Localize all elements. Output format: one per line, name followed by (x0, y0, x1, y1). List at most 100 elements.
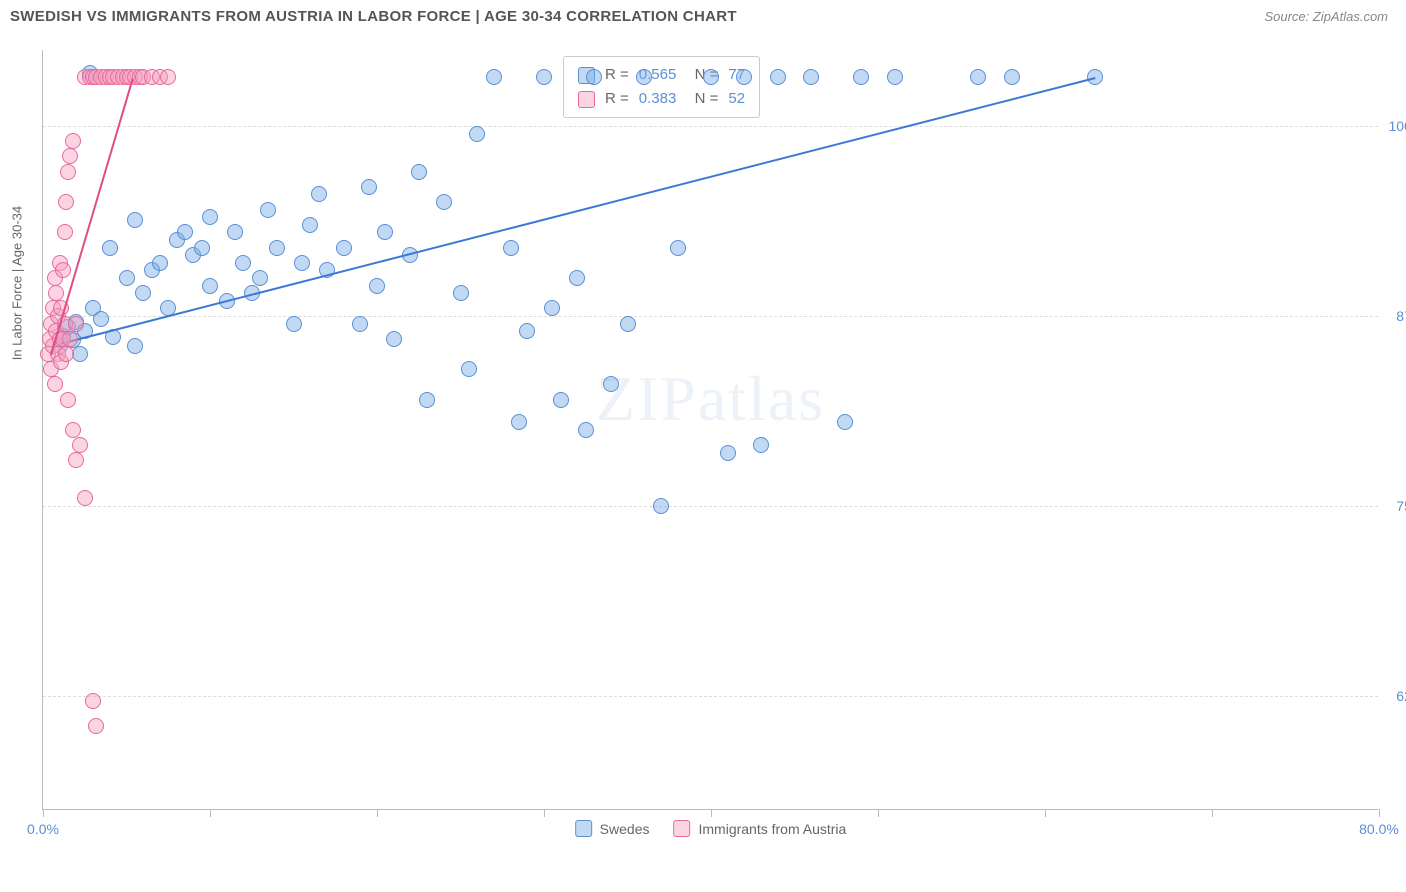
scatter-point (127, 338, 143, 354)
x-tick-label: 80.0% (1359, 821, 1399, 837)
x-tick (878, 809, 879, 817)
x-tick (711, 809, 712, 817)
scatter-point (88, 718, 104, 734)
scatter-point (77, 490, 93, 506)
scatter-point (119, 270, 135, 286)
scatter-point (55, 262, 71, 278)
scatter-point (770, 69, 786, 85)
scatter-point (411, 164, 427, 180)
scatter-point (578, 422, 594, 438)
scatter-point (536, 69, 552, 85)
scatter-point (65, 133, 81, 149)
scatter-point (336, 240, 352, 256)
scatter-point (419, 392, 435, 408)
scatter-point (369, 278, 385, 294)
scatter-point (286, 316, 302, 332)
n-label: N = (686, 87, 718, 111)
scatter-point (302, 217, 318, 233)
scatter-point (58, 194, 74, 210)
scatter-point (93, 311, 109, 327)
scatter-point (736, 69, 752, 85)
scatter-point (102, 240, 118, 256)
scatter-point (377, 224, 393, 240)
scatter-point (260, 202, 276, 218)
scatter-point (837, 414, 853, 430)
scatter-point (636, 69, 652, 85)
legend-row-swedes: R = 0.565 N = 77 (578, 63, 745, 87)
scatter-point (127, 212, 143, 228)
scatter-point (160, 69, 176, 85)
series-legend: Swedes Immigrants from Austria (575, 820, 847, 837)
x-tick (43, 809, 44, 817)
scatter-point (603, 376, 619, 392)
scatter-point (386, 331, 402, 347)
scatter-point (85, 693, 101, 709)
scatter-point (68, 452, 84, 468)
scatter-point (57, 224, 73, 240)
scatter-point (194, 240, 210, 256)
scatter-point (62, 331, 78, 347)
scatter-point (720, 445, 736, 461)
scatter-point (72, 437, 88, 453)
correlation-legend: R = 0.565 N = 77 R = 0.383 N = 52 (563, 56, 760, 118)
y-axis-label: In Labor Force | Age 30-34 (10, 205, 25, 359)
x-tick (210, 809, 211, 817)
scatter-point (294, 255, 310, 271)
r-label: R = (605, 63, 629, 87)
scatter-point (361, 179, 377, 195)
legend-swatch-blue (575, 820, 592, 837)
scatter-point (68, 316, 84, 332)
scatter-point (553, 392, 569, 408)
scatter-point (269, 240, 285, 256)
scatter-point (152, 255, 168, 271)
watermark: ZIPatlas (596, 362, 825, 436)
legend-swatch-pink (673, 820, 690, 837)
scatter-point (653, 498, 669, 514)
scatter-point (65, 422, 81, 438)
scatter-point (60, 392, 76, 408)
scatter-point (670, 240, 686, 256)
scatter-point (620, 316, 636, 332)
scatter-point (60, 164, 76, 180)
scatter-point (486, 69, 502, 85)
scatter-point (135, 285, 151, 301)
scatter-point (235, 255, 251, 271)
scatter-point (544, 300, 560, 316)
scatter-point (352, 316, 368, 332)
x-tick (544, 809, 545, 817)
r-label: R = (605, 87, 629, 111)
x-tick (1045, 809, 1046, 817)
scatter-point (453, 285, 469, 301)
scatter-point (436, 194, 452, 210)
y-tick-label: 75.0% (1396, 498, 1406, 514)
x-tick (377, 809, 378, 817)
legend-label: Immigrants from Austria (698, 821, 846, 837)
scatter-point (519, 323, 535, 339)
n-value-austria: 52 (728, 87, 745, 111)
scatter-point (753, 437, 769, 453)
legend-label: Swedes (600, 821, 650, 837)
x-tick (1212, 809, 1213, 817)
scatter-point (511, 414, 527, 430)
scatter-point (703, 69, 719, 85)
legend-item-austria: Immigrants from Austria (673, 820, 846, 837)
x-tick-label: 0.0% (27, 821, 59, 837)
scatter-point (1004, 69, 1020, 85)
gridline-horizontal (43, 506, 1378, 507)
scatter-point (47, 376, 63, 392)
scatter-point (970, 69, 986, 85)
legend-row-austria: R = 0.383 N = 52 (578, 87, 745, 111)
scatter-point (62, 148, 78, 164)
scatter-point (461, 361, 477, 377)
scatter-point (569, 270, 585, 286)
y-tick-label: 62.5% (1396, 688, 1406, 704)
legend-item-swedes: Swedes (575, 820, 650, 837)
y-tick-label: 87.5% (1396, 308, 1406, 324)
scatter-point (202, 209, 218, 225)
scatter-point (177, 224, 193, 240)
scatter-point (202, 278, 218, 294)
chart-header: SWEDISH VS IMMIGRANTS FROM AUSTRIA IN LA… (0, 0, 1406, 33)
gridline-horizontal (43, 126, 1378, 127)
chart-plot-area: In Labor Force | Age 30-34 ZIPatlas R = … (42, 50, 1378, 810)
scatter-point (503, 240, 519, 256)
